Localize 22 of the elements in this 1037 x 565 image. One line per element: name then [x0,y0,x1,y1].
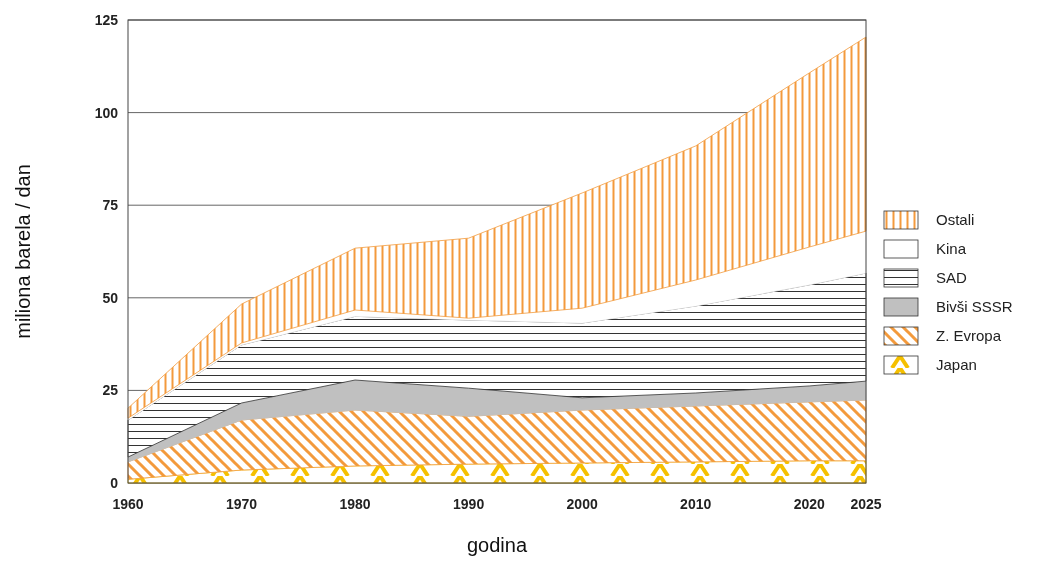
legend-label: SAD [936,269,968,287]
legend-label: Ostali [936,211,975,229]
y-tick-label: 0 [110,474,119,491]
x-tick-label: 1970 [225,496,258,512]
legend-label: Bivši SSSR [936,298,1013,316]
x-tick-label: 1960 [112,496,144,512]
y-tick-label: 100 [94,104,119,121]
y-tick-label: 25 [102,382,119,399]
x-tick-label: 2010 [680,496,712,512]
legend-label: Z. Evropa [936,327,1002,345]
y-tick-label: 75 [102,197,119,214]
legend-label: Kina [936,240,967,258]
x-tick-label: 1990 [453,496,485,512]
y-tick-label: 50 [102,289,119,306]
y-axis-title: miliona barela / dan [12,164,34,339]
x-tick-label: 2000 [566,496,598,512]
legend-label: Japan [936,356,977,374]
x-axis-title: godina [466,534,528,556]
y-tick-label: 125 [94,11,119,28]
x-tick-label: 1980 [339,496,371,512]
x-tick-label: 2020 [793,496,826,512]
x-tick-label: 2025 [850,496,882,512]
